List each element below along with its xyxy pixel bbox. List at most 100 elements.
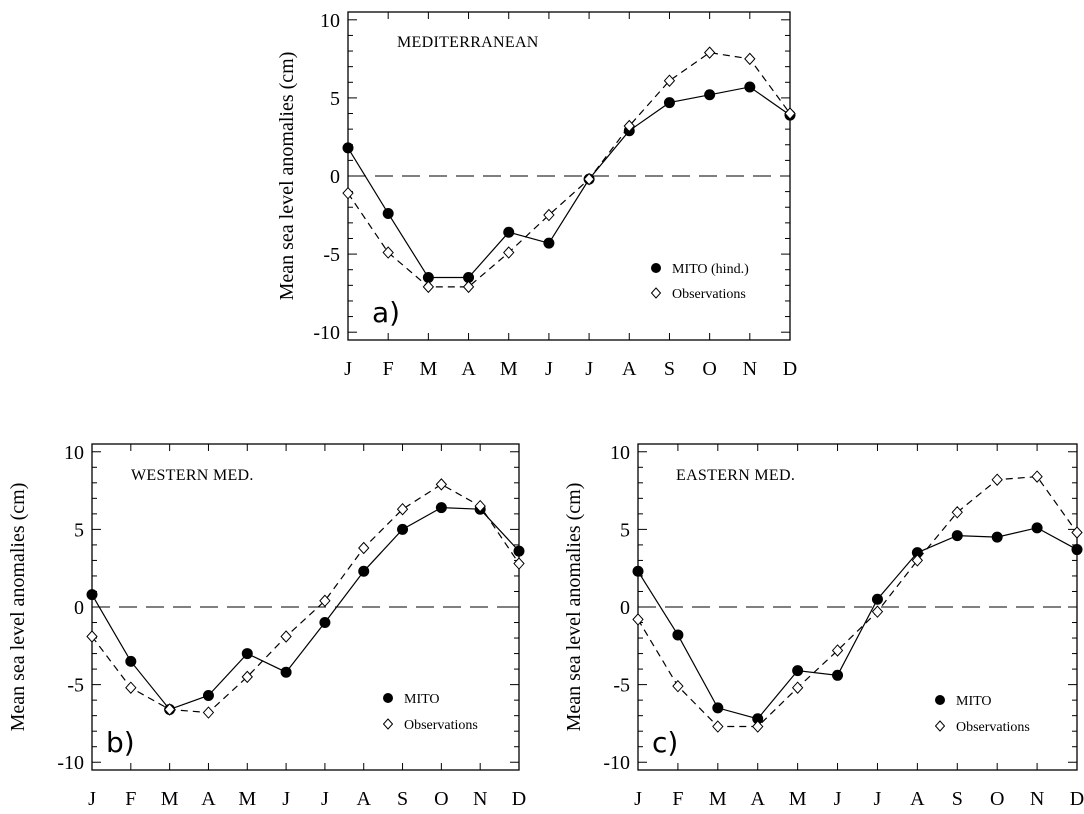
data-point-observation	[383, 247, 393, 258]
y-tick-label: -10	[57, 752, 84, 774]
x-tick-label: A	[461, 358, 476, 380]
data-point-mito	[744, 81, 755, 92]
data-point-mito	[672, 629, 683, 640]
x-tick-label: N	[473, 788, 487, 810]
data-point-mito	[704, 89, 715, 100]
data-point-observation	[436, 479, 446, 490]
y-tick-label: -10	[313, 322, 340, 344]
series-line-0	[92, 508, 519, 710]
legend-marker-mito	[383, 693, 393, 703]
legend-label: MITO	[956, 694, 992, 709]
chart-panel-0: -10 -5 0 5 10 J F M A M J J A S O N D Mean sea level anom…	[276, 10, 797, 380]
data-point-mito	[712, 702, 723, 713]
data-point-mito	[992, 532, 1003, 543]
series-line-1	[638, 477, 1077, 727]
data-point-mito	[664, 97, 675, 108]
data-point-mito	[281, 667, 292, 678]
panel-title: MEDITERRANEAN	[397, 34, 539, 51]
legend-marker-mito	[935, 695, 945, 705]
x-tick-label: O	[702, 358, 716, 380]
x-tick-label: D	[1070, 788, 1084, 810]
data-point-mito	[952, 530, 963, 541]
legend-marker-observations	[936, 721, 945, 731]
x-tick-label: O	[434, 788, 448, 810]
y-tick-label: 0	[330, 166, 340, 188]
x-tick-label: J	[634, 788, 642, 810]
y-tick-label: 10	[320, 10, 340, 32]
legend-label: MITO	[404, 692, 440, 707]
data-point-mito	[203, 690, 214, 701]
data-point-observation	[423, 281, 433, 292]
x-tick-label: N	[1030, 788, 1044, 810]
data-point-mito	[792, 665, 803, 676]
data-point-mito	[436, 502, 447, 513]
data-point-observation	[464, 281, 474, 292]
y-axis-label: Mean sea level anomalies (cm)	[7, 483, 29, 732]
data-point-observation	[281, 631, 291, 642]
legend: MITO Observations	[383, 692, 478, 733]
x-tick-label: S	[952, 788, 963, 810]
legend-label: MITO (hind.)	[672, 262, 749, 277]
data-point-mito	[242, 648, 253, 659]
panel-title: WESTERN MED.	[131, 467, 254, 484]
data-point-mito	[125, 656, 136, 667]
x-tick-label: M	[419, 358, 437, 380]
legend-marker-mito	[651, 263, 661, 273]
data-point-observation	[673, 681, 683, 692]
series-line-1	[348, 53, 790, 287]
x-tick-label: M	[238, 788, 256, 810]
x-tick-label: J	[545, 358, 553, 380]
panel-letter: c)	[652, 726, 678, 759]
y-tick-label: 10	[610, 442, 630, 464]
x-tick-label: J	[282, 788, 290, 810]
data-point-observation	[633, 614, 643, 625]
x-tick-label: F	[383, 358, 394, 380]
data-point-mito	[514, 546, 525, 557]
data-point-mito	[383, 208, 394, 219]
y-tick-label: -5	[67, 675, 84, 697]
x-tick-label: F	[125, 788, 136, 810]
x-tick-label: A	[751, 788, 766, 810]
y-tick-label: -5	[613, 675, 630, 697]
data-point-observation	[1032, 471, 1042, 482]
x-tick-label: D	[512, 788, 526, 810]
legend-marker-observations	[652, 288, 661, 298]
x-tick-label: A	[201, 788, 216, 810]
data-point-mito	[319, 617, 330, 628]
panel-letter: a)	[372, 296, 400, 329]
legend: MITO Observations	[935, 694, 1030, 735]
legend-label: Observations	[672, 287, 746, 302]
y-tick-label: 5	[74, 519, 84, 541]
panel-title: EASTERN MED.	[676, 467, 795, 484]
x-tick-label: F	[672, 788, 683, 810]
data-point-observation	[514, 558, 524, 569]
y-axis-label: Mean sea level anomalies (cm)	[276, 52, 298, 301]
data-point-observation	[793, 682, 803, 693]
y-tick-label: 0	[74, 597, 84, 619]
data-point-observation	[872, 606, 882, 617]
x-tick-label: N	[743, 358, 757, 380]
data-point-mito	[832, 670, 843, 681]
x-tick-label: J	[834, 788, 842, 810]
data-point-mito	[543, 238, 554, 249]
legend: MITO (hind.) Observations	[651, 262, 749, 302]
y-tick-label: 0	[620, 597, 630, 619]
data-point-mito	[87, 589, 98, 600]
data-point-observation	[203, 707, 213, 718]
x-tick-label: D	[783, 358, 797, 380]
data-point-mito	[503, 227, 514, 238]
legend-label: Observations	[956, 720, 1030, 735]
x-tick-label: A	[622, 358, 637, 380]
data-point-observation	[705, 47, 715, 58]
chart-panel-2: -10 -5 0 5 10 J F M A M J J A S O N D Mean sea level anom…	[563, 442, 1084, 810]
data-point-observation	[359, 543, 369, 554]
x-tick-label: J	[88, 788, 96, 810]
series-line-1	[92, 484, 519, 712]
legend-label: Observations	[404, 718, 478, 733]
x-tick-label: M	[161, 788, 179, 810]
y-tick-label: 5	[330, 88, 340, 110]
series-line-0	[638, 528, 1077, 719]
x-tick-label: J	[321, 788, 329, 810]
